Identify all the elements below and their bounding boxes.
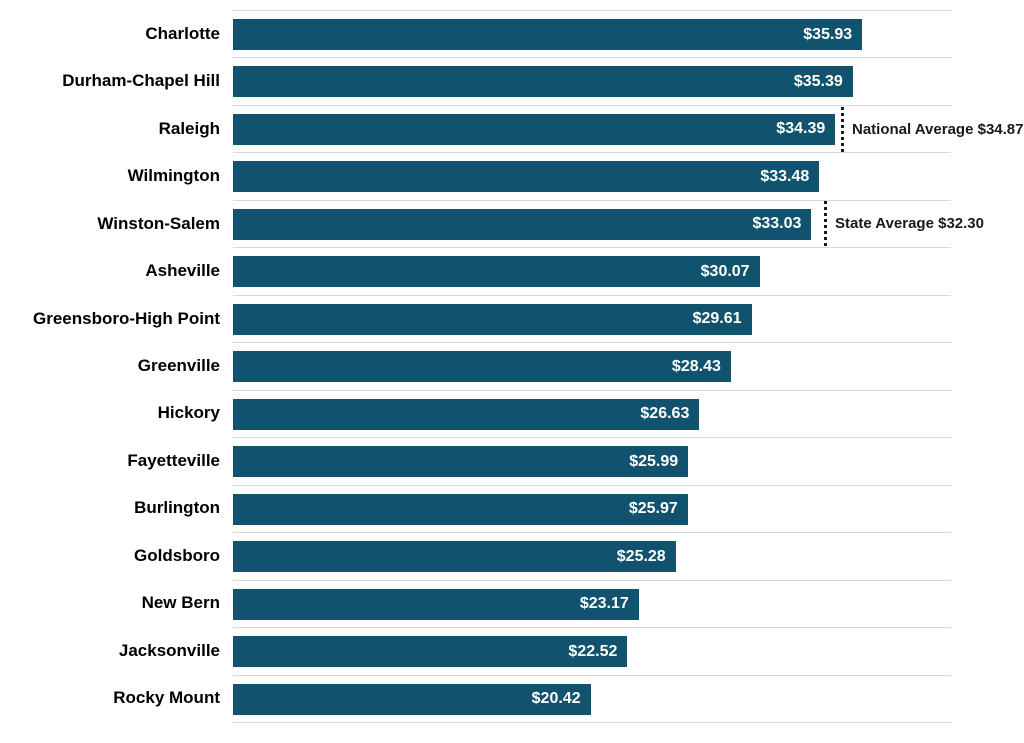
national-average-annotation: National Average $34.87 xyxy=(841,107,1023,152)
bar-value-label: $25.97 xyxy=(628,500,678,518)
bar-value-label: $29.61 xyxy=(692,310,742,328)
chart-row: $35.39 xyxy=(233,57,951,104)
chart-row: $29.61 xyxy=(233,294,951,342)
national-average-dotted-line xyxy=(841,107,844,152)
chart-row: $25.28 xyxy=(233,532,951,579)
chart-row: $34.39 xyxy=(233,104,951,152)
bar-value-label: $20.42 xyxy=(531,690,581,708)
category-label: Durham-Chapel Hill xyxy=(62,71,220,91)
bar-value-label: $22.52 xyxy=(568,642,618,660)
bar-value-label: $26.63 xyxy=(640,405,690,423)
category-label: Winston-Salem xyxy=(97,213,220,233)
chart-row: $25.97 xyxy=(233,484,951,532)
category-label: Rocky Mount xyxy=(113,688,220,708)
value-bar: $29.61 xyxy=(233,303,752,335)
plot-area: $35.93 $35.39 $34.39 $33.48 $33.03 $30.07 $29.… xyxy=(233,10,951,723)
category-label: Wilmington xyxy=(127,166,220,186)
bar-value-label: $35.39 xyxy=(793,72,843,90)
chart-row: $33.03 xyxy=(233,199,951,247)
value-bar: $25.28 xyxy=(233,541,676,573)
value-bar: $28.43 xyxy=(233,351,731,383)
national-average-label: National Average $34.87 xyxy=(852,121,1024,138)
category-label: Greenville xyxy=(137,355,220,375)
value-bar: $33.48 xyxy=(233,161,820,193)
value-bar: $25.99 xyxy=(233,446,689,478)
chart-row: $28.43 xyxy=(233,342,951,389)
category-label: Fayetteville xyxy=(127,450,220,470)
bar-value-label: $25.28 xyxy=(616,547,666,565)
category-label: Jacksonville xyxy=(118,640,220,660)
value-bar: $26.63 xyxy=(233,398,700,430)
category-label: Raleigh xyxy=(158,118,220,138)
chart-row: $23.17 xyxy=(233,579,951,627)
value-bar: $33.03 xyxy=(233,208,812,240)
chart-row: $25.99 xyxy=(233,437,951,484)
value-bar: $25.97 xyxy=(233,493,688,525)
chart-row: $26.63 xyxy=(233,389,951,437)
value-bar: $35.93 xyxy=(233,19,863,50)
category-label: New Bern xyxy=(141,593,220,613)
bar-value-label: $25.99 xyxy=(629,452,679,470)
category-label: Goldsboro xyxy=(134,545,220,565)
value-bar: $20.42 xyxy=(233,683,591,715)
bar-value-label: $33.48 xyxy=(760,167,810,185)
category-label: Hickory xyxy=(157,403,220,423)
state-average-annotation: State Average $32.30 xyxy=(824,201,984,246)
bar-value-label: $33.03 xyxy=(752,215,802,233)
category-label: Burlington xyxy=(134,498,220,518)
chart-row: $22.52 xyxy=(233,627,951,674)
bar-value-label: $34.39 xyxy=(776,120,826,138)
bar-value-label: $30.07 xyxy=(700,262,750,280)
bar-value-label: $28.43 xyxy=(671,357,721,375)
chart-row: $35.93 xyxy=(233,10,951,57)
bar-value-label: $35.93 xyxy=(803,25,853,43)
category-label: Asheville xyxy=(145,261,220,281)
value-bar: $22.52 xyxy=(233,636,628,668)
category-axis: Charlotte Durham-Chapel Hill Raleigh Wilmin… xyxy=(0,10,220,722)
category-label: Greensboro-High Point xyxy=(33,308,220,328)
value-bar: $30.07 xyxy=(233,256,760,288)
chart-row: $30.07 xyxy=(233,247,951,294)
chart-row: $20.42 xyxy=(233,674,951,722)
gridline-bottom xyxy=(233,722,951,723)
chart-row: $33.48 xyxy=(233,152,951,199)
value-bar: $34.39 xyxy=(233,113,836,145)
value-bar: $23.17 xyxy=(233,588,639,620)
state-average-dotted-line xyxy=(824,201,827,246)
state-average-label: State Average $32.30 xyxy=(835,215,984,232)
value-bar: $35.39 xyxy=(233,66,853,98)
category-label: Charlotte xyxy=(145,23,220,43)
bar-value-label: $23.17 xyxy=(579,595,629,613)
